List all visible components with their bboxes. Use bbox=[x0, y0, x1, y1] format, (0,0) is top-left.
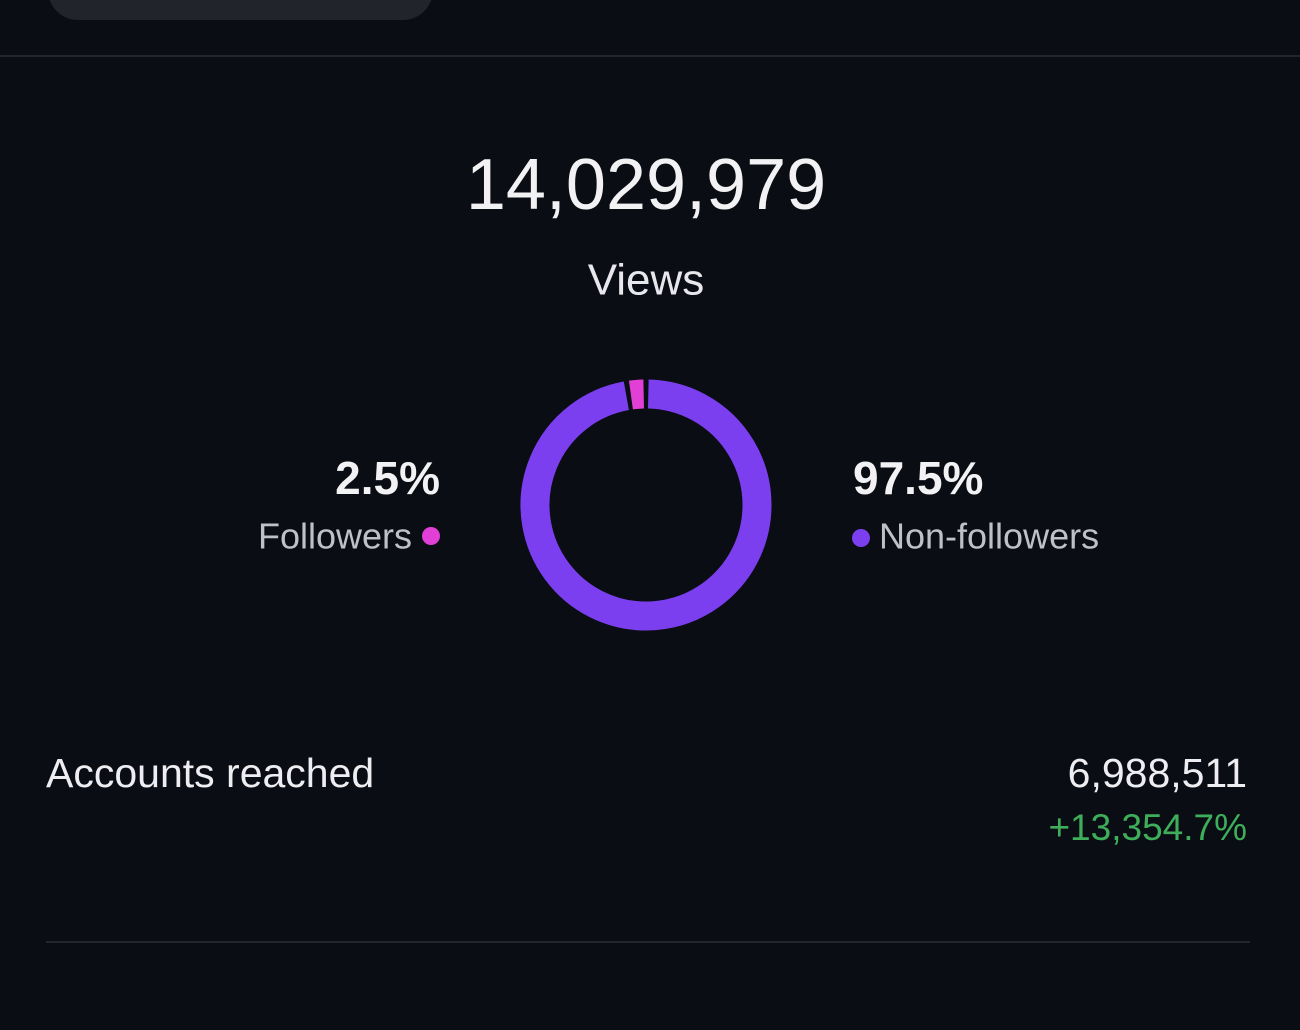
donut-segment bbox=[520, 379, 772, 631]
legend-dot bbox=[422, 527, 440, 545]
metric-label: Accounts reached bbox=[46, 750, 374, 796]
metric-change: +13,354.7% bbox=[1048, 807, 1247, 848]
followers-percent: 2.5% bbox=[335, 452, 440, 504]
donut-chart bbox=[520, 379, 772, 631]
views-label: Views bbox=[588, 256, 705, 305]
followers-label: Followers bbox=[258, 516, 412, 557]
non-followers-label: Non-followers bbox=[879, 516, 1099, 557]
metric-value: 6,988,511 bbox=[1068, 750, 1247, 796]
views-total: 14,029,979 bbox=[466, 145, 826, 225]
top-tab[interactable] bbox=[48, 0, 433, 20]
non-followers-percent: 97.5% bbox=[853, 452, 983, 504]
donut-segment bbox=[628, 379, 645, 410]
legend-dot bbox=[852, 529, 870, 547]
